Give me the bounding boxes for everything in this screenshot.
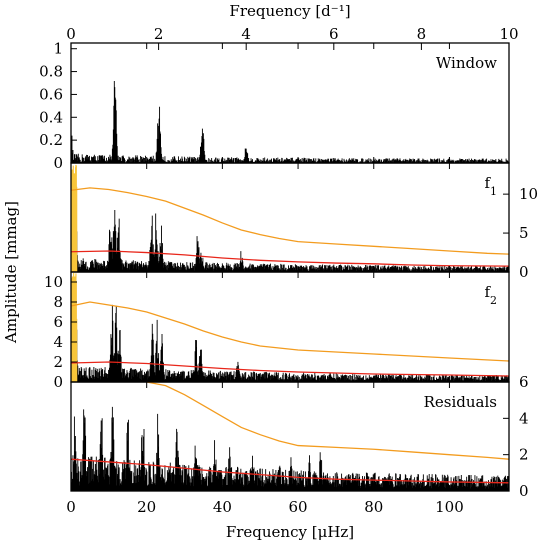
bottom-axis-tick-label: 0 — [66, 498, 76, 516]
panel-f2: 0 2 4 6 8 10 f2 — [44, 271, 510, 391]
upper-curve-f1 — [70, 187, 509, 255]
y-tick-label: 2 — [53, 353, 63, 371]
top-axis-tick-label: 10 — [499, 25, 518, 43]
y-tick-label: 0 — [519, 263, 529, 281]
panel-label-residuals: Residuals — [424, 393, 497, 411]
spectrum-residuals — [70, 406, 510, 491]
y-tick-label: 6 — [519, 373, 529, 391]
lower-curve-f1 — [70, 250, 509, 267]
y-tick-label: 10 — [519, 185, 538, 203]
panel-residuals: 0 2 4 6 Residuals — [70, 373, 529, 500]
lower-curve-f2 — [70, 361, 509, 377]
spectrum-window — [70, 81, 510, 163]
top-axis-tick-label: 2 — [154, 25, 164, 43]
bottom-axis-tick-label: 100 — [435, 498, 464, 516]
y-tick-label: 1 — [53, 40, 63, 58]
y-tick-label: 0.8 — [39, 63, 63, 81]
top-axis-tick-label: 0 — [66, 25, 76, 43]
y-tick-label: 4 — [519, 409, 529, 427]
spectrum-f1 — [70, 191, 510, 272]
low-frequency-marker-f2 — [71, 272, 78, 382]
bottom-axis-tick-label: 80 — [364, 498, 383, 516]
spectrum-f2 — [70, 287, 510, 382]
top-axis-tick-label: 6 — [329, 25, 339, 43]
low-frequency-marker-f1 — [71, 164, 78, 272]
lower-curve-residuals — [70, 458, 509, 484]
bottom-axis-tick-label: 40 — [213, 498, 232, 516]
panel-label-window: Window — [436, 54, 497, 72]
y-tick-label: 0 — [53, 154, 63, 172]
y-tick-label: 0 — [519, 482, 529, 500]
y-tick-label: 0.4 — [39, 108, 63, 126]
y-tick-label: 6 — [53, 313, 63, 331]
y-tick-label: 0.6 — [39, 85, 63, 103]
bottom-axis-title: Frequency [μHz] — [226, 523, 354, 541]
top-axis-tick-label: 4 — [241, 25, 251, 43]
bottom-axis-tick-label: 20 — [137, 498, 156, 516]
top-axis-tick-label: 8 — [417, 25, 427, 43]
panel-window: 0 0.2 0.4 0.6 0.8 1 Window — [39, 40, 510, 172]
y-tick-label: 0 — [53, 373, 63, 391]
panel-label-f2: f2 — [484, 283, 497, 307]
panel-label-f1: f1 — [484, 174, 497, 198]
upper-curve-residuals — [146, 381, 509, 460]
panel-frame-f1 — [70, 162, 510, 273]
upper-curve-f2 — [70, 301, 509, 362]
panel-frame-residuals — [70, 381, 510, 492]
panels-group: 0 0.2 0.4 0.6 0.8 1 Window 0 5 10 f1 0 2 4 6 8 10 f2 0 2 4 6 R… — [39, 25, 538, 516]
bottom-axis-tick-label: 60 — [289, 498, 308, 516]
y-tick-label: 10 — [44, 273, 63, 291]
y-tick-label: 0.2 — [39, 131, 63, 149]
y-tick-label: 2 — [519, 446, 529, 464]
y-tick-label: 5 — [519, 224, 529, 242]
top-axis-title: Frequency [d⁻¹] — [229, 2, 350, 20]
y-axis-title: Amplitude [mmag] — [2, 201, 20, 344]
panel-f1: 0 5 10 f1 — [70, 162, 538, 281]
y-tick-label: 8 — [53, 293, 63, 311]
y-tick-label: 4 — [53, 333, 63, 351]
panel-frame-f2 — [70, 271, 510, 383]
